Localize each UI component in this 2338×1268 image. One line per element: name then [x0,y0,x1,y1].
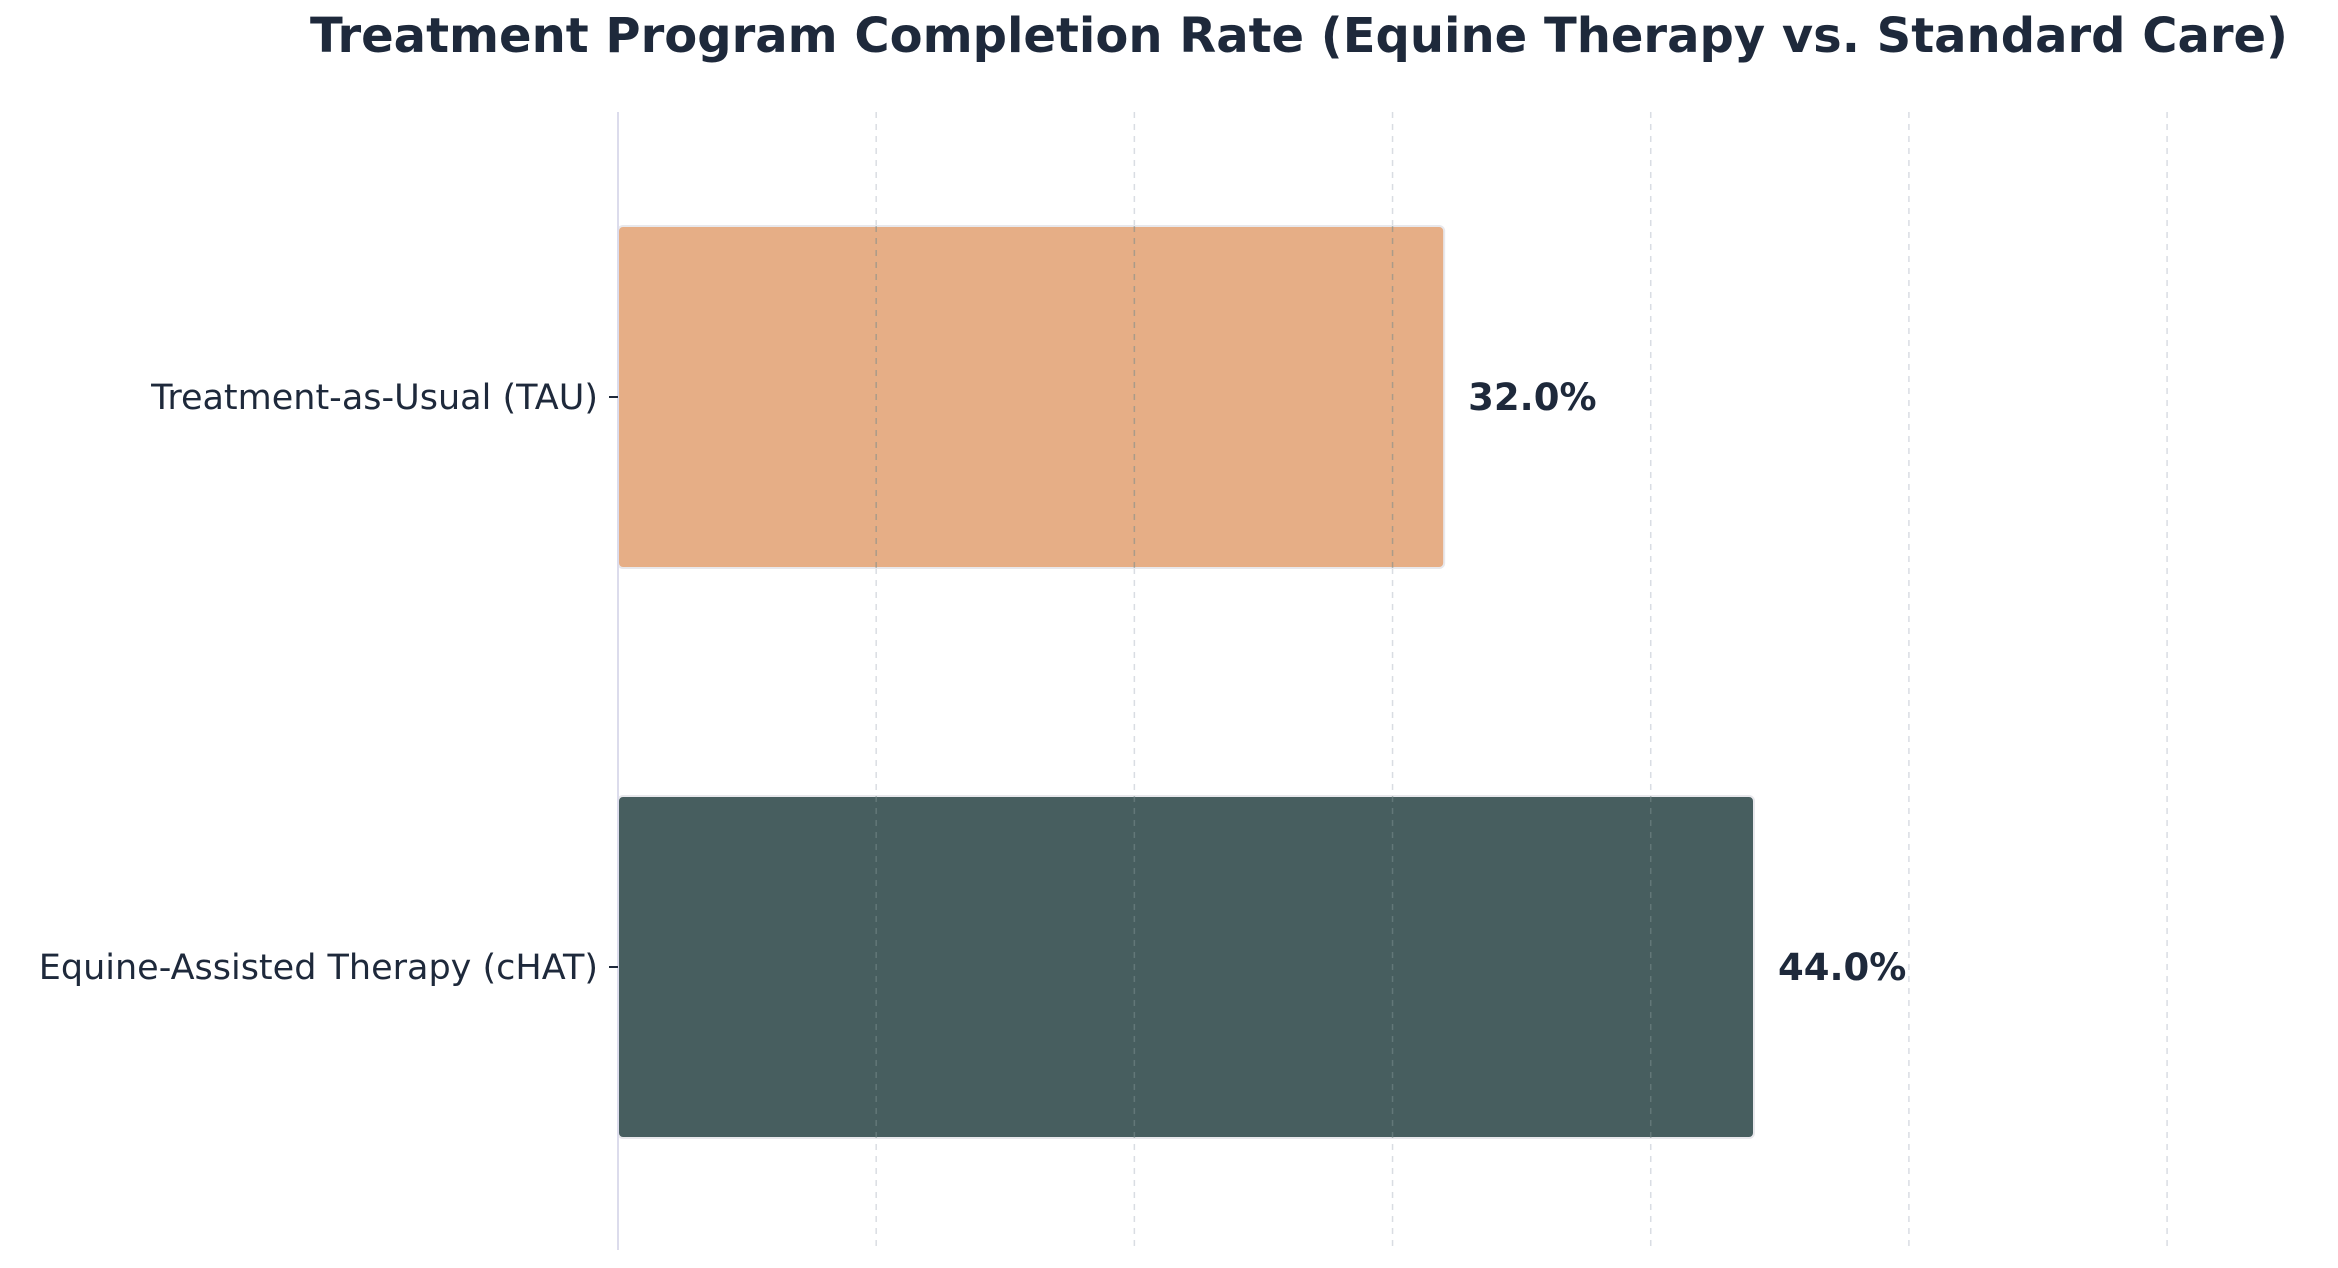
labels: Equine-Assisted Therapy (cHAT) Treatment-… [39,376,1907,989]
bars [617,225,1755,1139]
chart-title: Treatment Program Completion Rate (Equin… [309,8,2288,64]
y-axis [609,112,619,1250]
value-label: 44.0% [1778,946,1906,989]
bar [617,795,1755,1139]
bar-grid-overlay [875,226,1652,1138]
category-label: Equine-Assisted Therapy (cHAT) [39,948,598,988]
bar [617,225,1446,569]
value-label: 32.0% [1468,376,1596,419]
category-label: Treatment-as-Usual (TAU) [150,378,598,418]
